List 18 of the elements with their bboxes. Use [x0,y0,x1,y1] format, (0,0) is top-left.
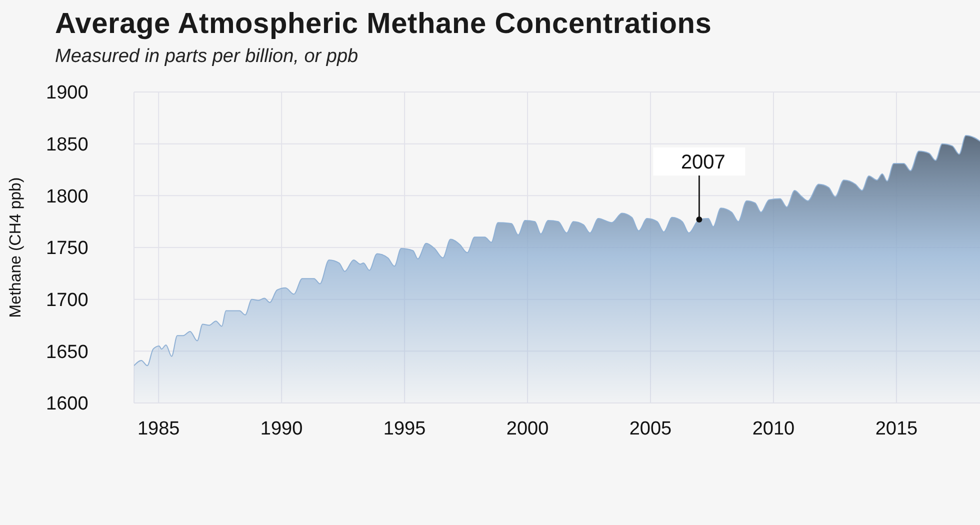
y-tick-label: 1800 [46,186,88,208]
x-tick-label: 2005 [629,418,672,440]
x-tick-label: 1995 [383,418,426,440]
chart-subtitle: Measured in parts per billion, or ppb [55,46,358,68]
x-tick-label: 1985 [137,418,180,440]
y-tick-label: 1750 [46,238,88,260]
x-tick-label: 1990 [260,418,303,440]
y-tick-label: 1850 [46,134,88,156]
x-tick-label: 2015 [875,418,918,440]
y-tick-label: 1700 [46,290,88,312]
x-tick-label: 2000 [506,418,549,440]
annotation: 2007 [680,152,726,174]
y-tick-label: 1650 [46,342,88,363]
y-tick-label: 1900 [46,82,88,104]
y-axis-title: Methane (CH4 ppb) [8,177,25,318]
x-tick-label: 2010 [752,418,795,440]
y-tick-label: 1600 [46,394,88,415]
chart-title: Average Atmospheric Methane Concentrations [55,8,712,41]
